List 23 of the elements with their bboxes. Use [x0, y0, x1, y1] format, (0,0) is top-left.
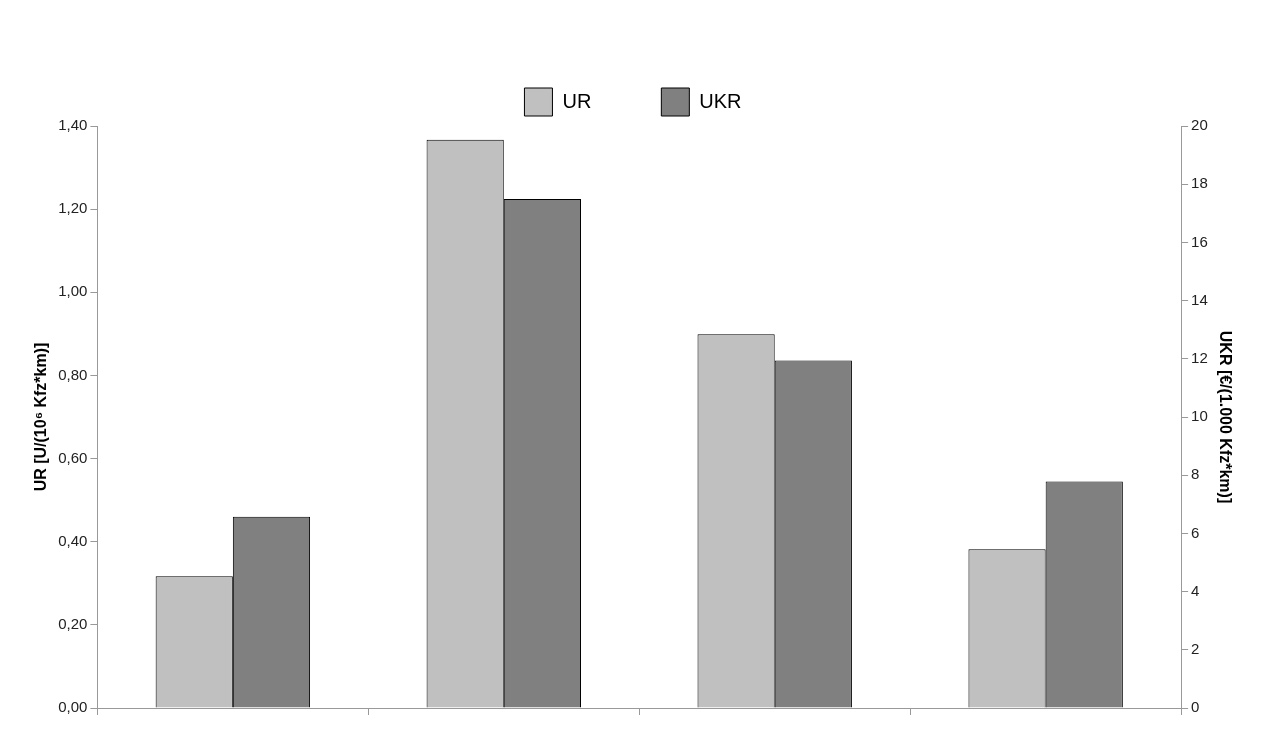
y2-tick-label: 18 — [1191, 174, 1208, 192]
y2-tick-label: 16 — [1191, 232, 1208, 250]
y2-tick-label: 8 — [1191, 465, 1200, 483]
y2-axis-title: UKR [€/(1.000 Kfz*km)] — [1216, 330, 1234, 504]
legend-label: UR — [562, 89, 592, 112]
y2-tick-label: 10 — [1191, 407, 1208, 425]
y-tick-label: 0,80 — [58, 365, 88, 383]
y-tick-label: 0,20 — [58, 615, 88, 632]
y-tick-label: 0,40 — [58, 531, 88, 549]
y2-tick-label: 4 — [1191, 581, 1200, 599]
y-tick-label: 1,20 — [58, 199, 88, 217]
y-tick-label: 0,00 — [58, 698, 88, 716]
legend-label: UKR — [699, 89, 742, 112]
y-tick-label: 0,60 — [58, 448, 88, 466]
y2-tick-label: 14 — [1191, 290, 1208, 308]
y-axis-title: UR [U/(10⁶ Kfz*km)] — [32, 342, 50, 492]
y2-tick-label: 0 — [1191, 698, 1200, 716]
y2-tick-label: 2 — [1191, 639, 1200, 657]
y2-tick-label: 20 — [1191, 116, 1208, 134]
y2-tick-label: 6 — [1191, 523, 1200, 541]
y-tick-label: 1,40 — [58, 116, 88, 134]
y2-tick-label: 12 — [1191, 348, 1208, 366]
y-tick-label: 1,00 — [58, 282, 88, 300]
